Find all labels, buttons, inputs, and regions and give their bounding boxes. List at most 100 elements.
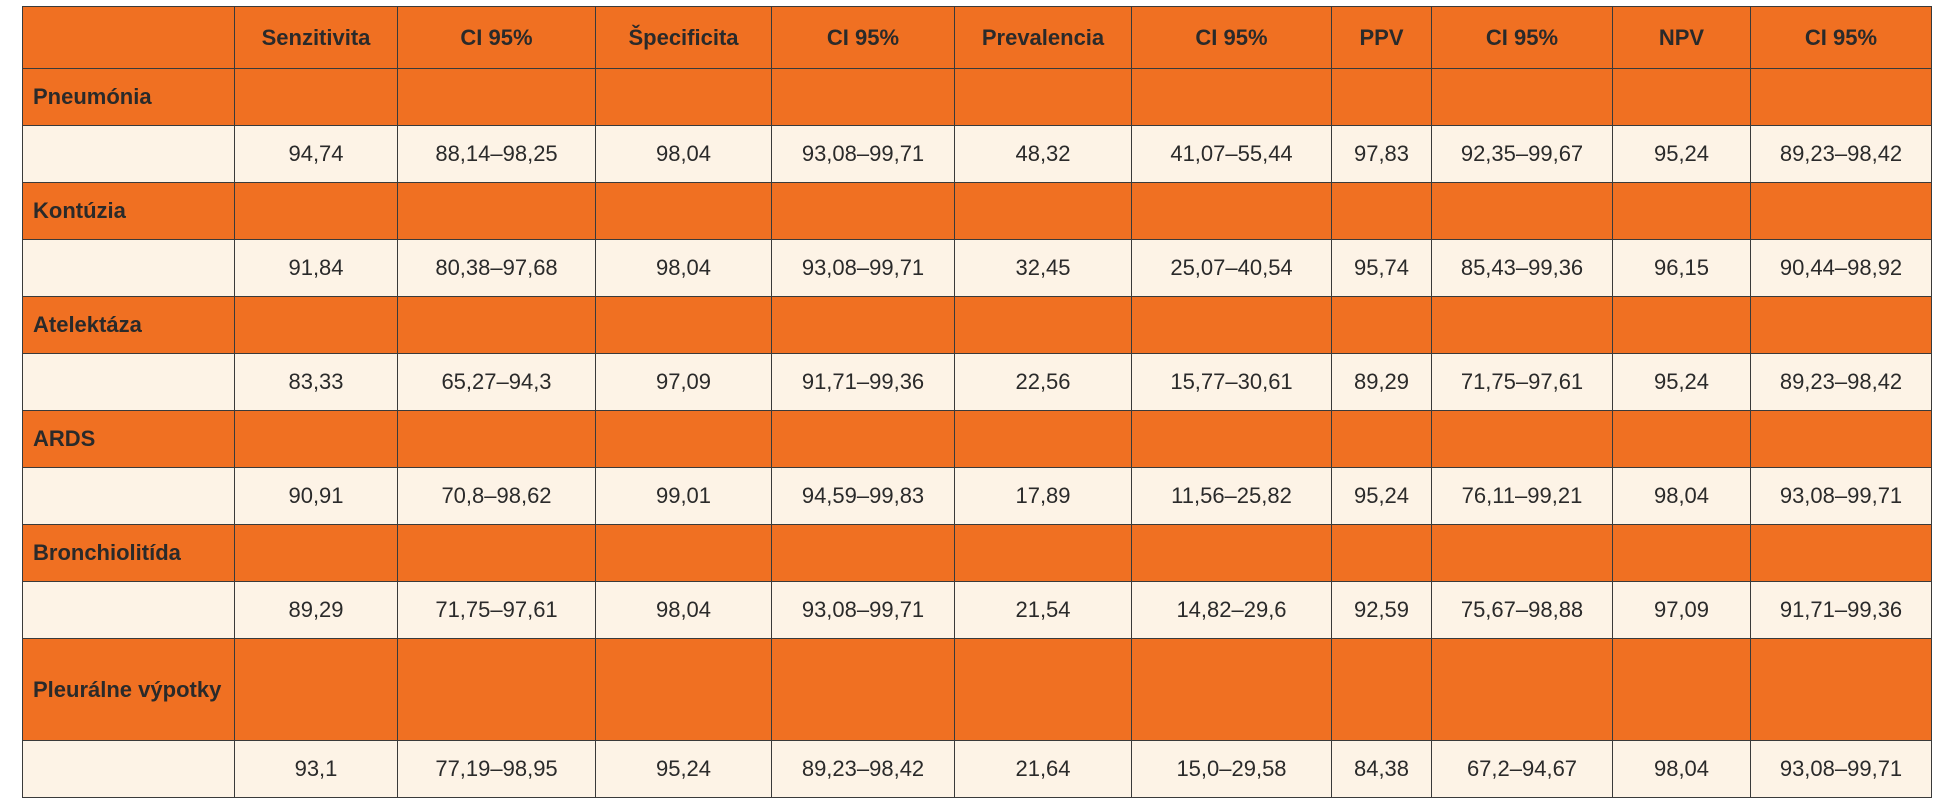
value-cell: 89,23–98,42: [771, 740, 955, 798]
header-cell: Senzitivita: [234, 6, 398, 69]
value-cell: 41,07–55,44: [1131, 125, 1332, 183]
empty-cell: [1612, 410, 1751, 468]
empty-cell: [1750, 68, 1932, 126]
header-cell: PPV: [1331, 6, 1432, 69]
empty-cell: [1131, 296, 1332, 354]
value-cell: 95,24: [1612, 353, 1751, 411]
group-label-row: Kontúzia: [22, 182, 1932, 240]
empty-cell: [1431, 638, 1613, 741]
data-row: 89,29 71,75–97,61 98,04 93,08–99,71 21,54 14,…: [22, 581, 1932, 639]
header-cell: NPV: [1612, 6, 1751, 69]
value-cell: 93,08–99,71: [771, 239, 955, 297]
empty-cell: [771, 524, 955, 582]
empty-cell: [954, 524, 1132, 582]
value-cell: 76,11–99,21: [1431, 467, 1613, 525]
value-cell: 91,84: [234, 239, 398, 297]
header-cell: Špecificita: [595, 6, 772, 69]
value-cell: 93,1: [234, 740, 398, 798]
empty-cell: [1431, 296, 1613, 354]
value-cell: 65,27–94,3: [397, 353, 596, 411]
empty-cell: [1612, 524, 1751, 582]
empty-cell: [1131, 182, 1332, 240]
value-cell: 48,32: [954, 125, 1132, 183]
empty-cell: [954, 296, 1132, 354]
empty-cell: [954, 638, 1132, 741]
header-cell: Prevalencia: [954, 6, 1132, 69]
group-label-row: ARDS: [22, 410, 1932, 468]
data-row: 91,84 80,38–97,68 98,04 93,08–99,71 32,45 25,…: [22, 239, 1932, 297]
empty-cell: [397, 182, 596, 240]
empty-cell: [22, 353, 235, 411]
value-cell: 71,75–97,61: [397, 581, 596, 639]
empty-cell: [397, 296, 596, 354]
value-cell: 89,23–98,42: [1750, 125, 1932, 183]
empty-cell: [1131, 410, 1332, 468]
group-label: Bronchiolitída: [22, 524, 235, 582]
empty-cell: [234, 524, 398, 582]
empty-cell: [1750, 296, 1932, 354]
value-cell: 89,23–98,42: [1750, 353, 1932, 411]
empty-cell: [595, 182, 772, 240]
empty-cell: [234, 410, 398, 468]
data-row: 90,91 70,8–98,62 99,01 94,59–99,83 17,89 11,5…: [22, 467, 1932, 525]
empty-cell: [595, 296, 772, 354]
value-cell: 83,33: [234, 353, 398, 411]
value-cell: 97,09: [1612, 581, 1751, 639]
value-cell: 97,83: [1331, 125, 1432, 183]
group-label-row: Pneumónia: [22, 68, 1932, 126]
value-cell: 95,74: [1331, 239, 1432, 297]
data-row: 94,74 88,14–98,25 98,04 93,08–99,71 48,32 41,…: [22, 125, 1932, 183]
value-cell: 84,38: [1331, 740, 1432, 798]
value-cell: 90,91: [234, 467, 398, 525]
header-cell: CI 95%: [1431, 6, 1613, 69]
empty-cell: [771, 296, 955, 354]
empty-cell: [1750, 182, 1932, 240]
value-cell: 21,64: [954, 740, 1132, 798]
data-row: 83,33 65,27–94,3 97,09 91,71–99,36 22,56 15,7…: [22, 353, 1932, 411]
value-cell: 94,59–99,83: [771, 467, 955, 525]
empty-cell: [22, 740, 235, 798]
empty-cell: [22, 125, 235, 183]
value-cell: 95,24: [1612, 125, 1751, 183]
empty-cell: [22, 581, 235, 639]
empty-cell: [1431, 524, 1613, 582]
value-cell: 15,77–30,61: [1131, 353, 1332, 411]
empty-cell: [771, 182, 955, 240]
value-cell: 95,24: [595, 740, 772, 798]
empty-cell: [397, 68, 596, 126]
value-cell: 89,29: [1331, 353, 1432, 411]
empty-cell: [771, 68, 955, 126]
empty-cell: [1331, 524, 1432, 582]
value-cell: 91,71–99,36: [771, 353, 955, 411]
value-cell: 98,04: [595, 239, 772, 297]
empty-cell: [954, 68, 1132, 126]
value-cell: 92,59: [1331, 581, 1432, 639]
empty-cell: [1612, 182, 1751, 240]
empty-cell: [1750, 524, 1932, 582]
value-cell: 90,44–98,92: [1750, 239, 1932, 297]
empty-cell: [771, 638, 955, 741]
value-cell: 99,01: [595, 467, 772, 525]
empty-cell: [397, 410, 596, 468]
group-label: Kontúzia: [22, 182, 235, 240]
empty-cell: [1331, 182, 1432, 240]
empty-cell: [1750, 410, 1932, 468]
value-cell: 98,04: [595, 581, 772, 639]
empty-cell: [1612, 638, 1751, 741]
header-cell: CI 95%: [1131, 6, 1332, 69]
value-cell: 94,74: [234, 125, 398, 183]
value-cell: 98,04: [1612, 740, 1751, 798]
header-row: Senzitivita CI 95% Špecificita CI 95% Preval…: [22, 6, 1932, 69]
value-cell: 25,07–40,54: [1131, 239, 1332, 297]
value-cell: 98,04: [1612, 467, 1751, 525]
value-cell: 98,04: [595, 125, 772, 183]
value-cell: 80,38–97,68: [397, 239, 596, 297]
value-cell: 67,2–94,67: [1431, 740, 1613, 798]
empty-cell: [1750, 638, 1932, 741]
empty-cell: [1431, 68, 1613, 126]
empty-cell: [954, 182, 1132, 240]
empty-cell: [1131, 638, 1332, 741]
header-cell: CI 95%: [771, 6, 955, 69]
value-cell: 97,09: [595, 353, 772, 411]
